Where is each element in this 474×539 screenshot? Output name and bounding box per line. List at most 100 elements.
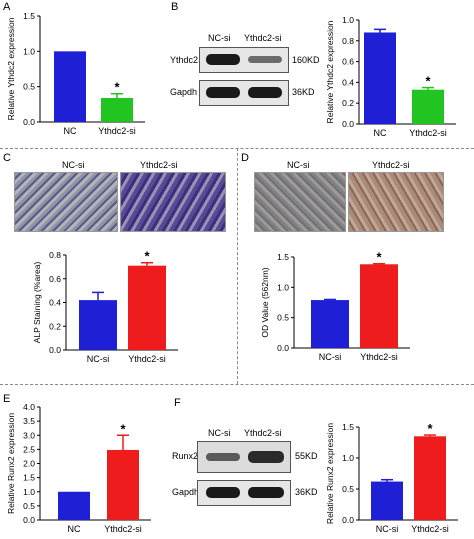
y-tick-label-b: 1.0 [342, 15, 354, 25]
blot-f-protein-2: Gapdh [172, 487, 200, 497]
x-tick-label-e: Ythdc2-si [104, 524, 142, 534]
separator-bottom [0, 384, 474, 385]
y-tick-label-e: 3.5 [23, 416, 35, 426]
panel-label-f: F [174, 397, 181, 409]
bar-e [107, 449, 139, 520]
y-tick-label-c: 0.0 [49, 345, 61, 355]
x-tick-label-c: Ythdc2-si [128, 354, 166, 364]
y-tick-label-e: 0.5 [23, 501, 35, 511]
alizarin-stain-image-ythdc2 [348, 172, 444, 232]
blot-f-row-2 [197, 480, 291, 506]
blot-b-row-2 [199, 80, 289, 106]
band [206, 487, 240, 498]
blot-f-size-1: 55KD [295, 451, 318, 461]
y-tick-label-f: 0.5 [342, 484, 354, 494]
x-tick-label-a: NC [64, 126, 77, 136]
x-tick-label-b: Ythdc2-si [409, 128, 447, 138]
significance-mark-e: * [120, 421, 126, 436]
y-tick-label-d: 1.5 [277, 252, 289, 262]
y-tick-label-e: 2.5 [23, 444, 35, 454]
y-tick-label-c: 0.6 [49, 274, 61, 284]
bar-f [414, 436, 446, 520]
significance-mark-c: * [144, 249, 150, 264]
blot-f-lane-2: Ythdc2-si [244, 428, 282, 438]
blot-f-lane-1: NC-si [208, 428, 231, 438]
y-tick-label-a: 0.0 [23, 117, 35, 127]
micrograph-d-label-2: Ythdc2-si [372, 160, 410, 170]
significance-mark-b: * [425, 74, 431, 89]
y-axis-label-a: Relative Ythdc2 expression [6, 17, 16, 120]
blot-f-protein-1: Runx2 [172, 451, 199, 461]
bar-d [360, 264, 398, 348]
blot-b-size-2: 36KD [292, 87, 315, 97]
y-tick-label-c: 0.8 [49, 250, 61, 260]
bar-a [101, 97, 133, 122]
bar-d [311, 300, 349, 348]
x-tick-label-b: NC [374, 128, 387, 138]
bar-b [364, 32, 396, 125]
alizarin-stain-image-nc [254, 172, 346, 232]
bar-a [54, 51, 86, 123]
y-tick-label-e: 4.0 [23, 402, 35, 412]
bar-e [58, 491, 90, 520]
micrograph-c-label-1: NC-si [62, 160, 85, 170]
band [206, 453, 240, 461]
y-tick-label-c: 0.2 [49, 321, 61, 331]
bar-c [128, 265, 166, 350]
x-tick-label-d: Ythdc2-si [360, 352, 398, 362]
alp-stain-image-ythdc2 [120, 172, 226, 232]
band [206, 54, 240, 65]
y-tick-label-d: 0.0 [277, 343, 289, 353]
y-tick-label-b: 0.4 [342, 77, 354, 87]
bar-b [412, 89, 444, 124]
blot-b-row-1 [199, 47, 289, 73]
y-tick-label-b: 0.0 [342, 119, 354, 129]
panel-label-a: A [3, 1, 11, 13]
y-tick-label-d: 1.0 [277, 282, 289, 292]
x-tick-label-c: NC-si [87, 354, 110, 364]
blot-f-size-2: 36KD [295, 487, 318, 497]
y-tick-label-c: 0.4 [49, 298, 61, 308]
blot-b-protein-1: Ythdc2 [170, 55, 199, 65]
significance-mark-d: * [376, 250, 382, 265]
panel-label-c: C [3, 152, 11, 164]
y-tick-label-e: 1.0 [23, 487, 35, 497]
band [206, 87, 240, 98]
alp-stain-image-nc [14, 172, 118, 232]
y-tick-label-e: 2.0 [23, 459, 35, 469]
y-tick-label-d: 0.5 [277, 313, 289, 323]
y-axis-label-c: ALP Staining (%area) [32, 262, 42, 344]
blot-b-lane-2: Ythdc2-si [244, 33, 282, 43]
micrograph-c-label-2: Ythdc2-si [140, 160, 178, 170]
y-tick-label-a: 1.0 [23, 46, 35, 56]
blot-b-size-1: 160KD [292, 55, 320, 65]
significance-mark-a: * [114, 80, 120, 95]
y-tick-label-e: 1.5 [23, 473, 35, 483]
band [248, 487, 284, 498]
band [248, 451, 284, 463]
band [248, 87, 282, 98]
micrograph-d-label-1: NC-si [287, 160, 310, 170]
separator-middle [237, 148, 238, 384]
panel-label-e: E [3, 393, 11, 405]
y-tick-label-f: 0.0 [342, 515, 354, 525]
y-tick-label-a: 0.5 [23, 82, 35, 92]
y-tick-label-f: 1.5 [342, 422, 354, 432]
y-axis-label-b: Relative Ythdc2 expression [325, 20, 335, 123]
y-axis-label-f: Relative Runx2 expression [325, 423, 335, 524]
x-tick-label-f: Ythdc2-si [411, 524, 449, 534]
panel-label-d: D [241, 152, 249, 164]
significance-mark-f: * [427, 421, 433, 436]
y-tick-label-e: 3.0 [23, 430, 35, 440]
y-tick-label-b: 0.2 [342, 98, 354, 108]
bar-f [371, 481, 403, 520]
y-tick-label-e: 0.0 [23, 515, 35, 525]
blot-f-row-1 [197, 441, 291, 473]
blot-b-lane-1: NC-si [208, 33, 231, 43]
x-tick-label-e: NC [68, 524, 81, 534]
x-tick-label-f: NC-si [376, 524, 399, 534]
panel-label-b: B [171, 1, 179, 13]
x-tick-label-d: NC-si [319, 352, 342, 362]
y-axis-label-e: Relative Runx2 expression [6, 413, 16, 514]
